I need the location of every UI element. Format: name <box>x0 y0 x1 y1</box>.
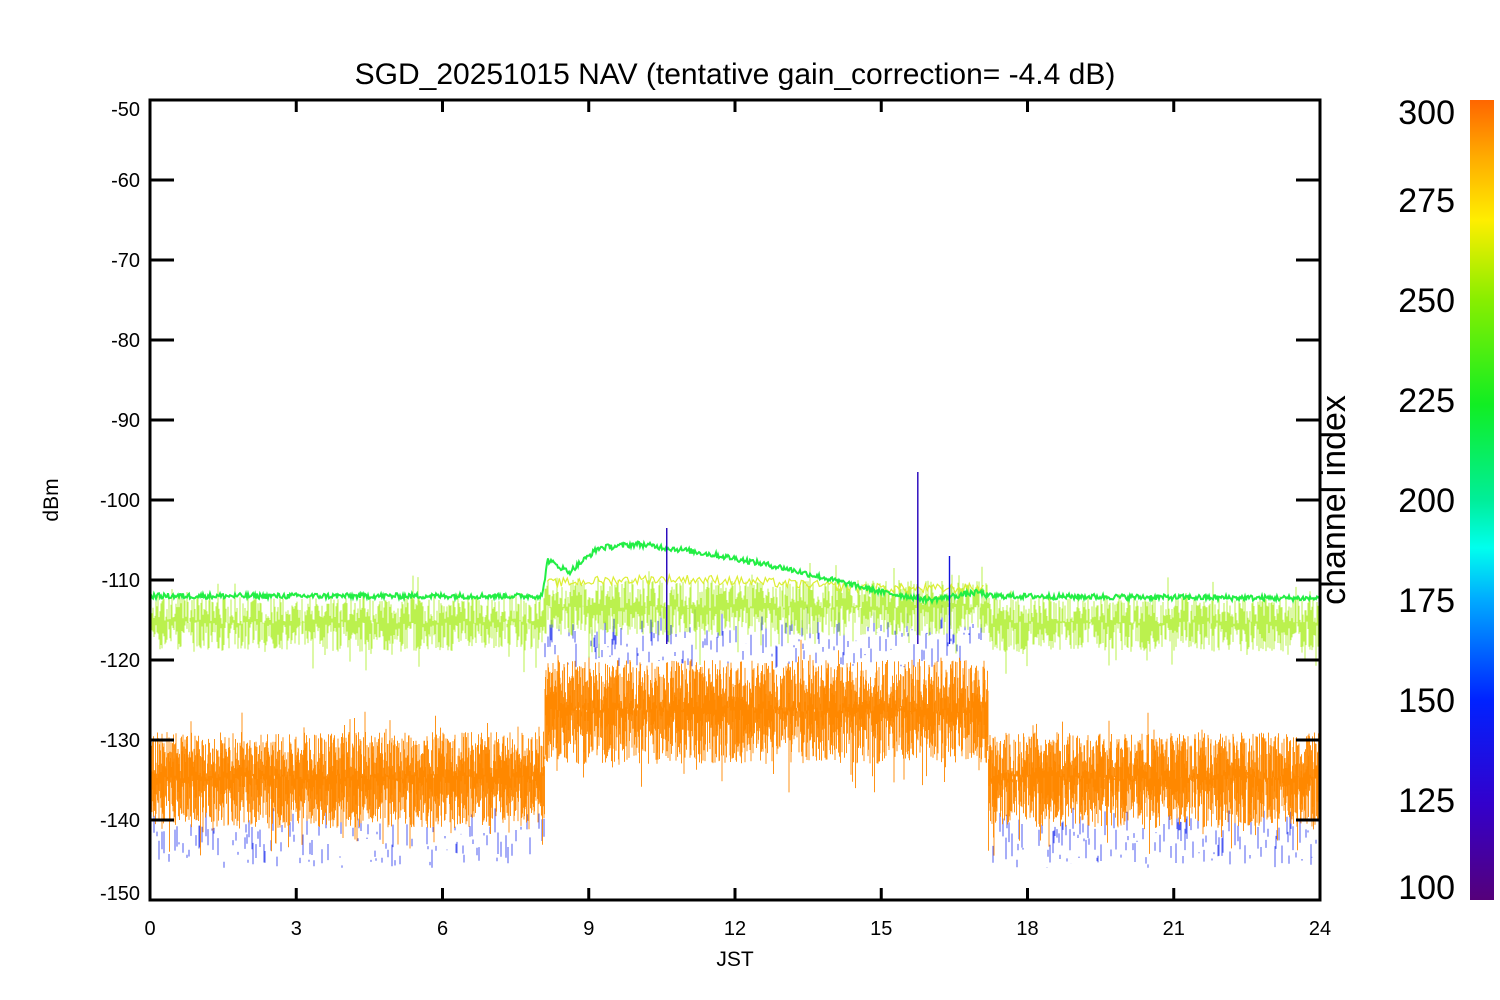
x-tick-label: 24 <box>1309 918 1331 940</box>
colorbar-tick-label: 300 <box>1398 94 1455 132</box>
colorbar-tick-label: 125 <box>1398 782 1455 820</box>
y-tick-label: -80 <box>111 330 140 352</box>
colorbar-label: channel index <box>1315 395 1353 605</box>
y-tick-label: -90 <box>111 410 140 432</box>
y-tick-label: -150 <box>100 883 140 905</box>
x-tick-label: 15 <box>870 918 892 940</box>
y-tick-label: -120 <box>100 650 140 672</box>
x-tick-label: 0 <box>144 918 155 940</box>
series-orange-band <box>150 639 1320 856</box>
x-tick-label: 12 <box>724 918 746 940</box>
colorbar-tick-label: 175 <box>1398 582 1455 620</box>
x-tick-label: 21 <box>1163 918 1185 940</box>
colorbar <box>1470 100 1494 900</box>
colorbar-tick-label: 250 <box>1398 282 1455 320</box>
y-tick-label: -60 <box>111 170 140 192</box>
y-tick-label: -130 <box>100 730 140 752</box>
y-tick-label: -110 <box>101 570 140 592</box>
plot-area <box>150 472 1320 868</box>
y-tick-label: -100 <box>100 490 140 512</box>
y-tick-label: -70 <box>111 250 140 272</box>
chart-title: SGD_20251015 NAV (tentative gain_correct… <box>355 58 1116 91</box>
colorbar-tick-label: 225 <box>1398 382 1455 420</box>
y-tick-label: -140 <box>100 810 140 832</box>
colorbar-tick-label: 150 <box>1398 682 1455 720</box>
series-yellowgreen-band <box>150 563 1320 674</box>
series-yellowgreen-band-noise <box>150 563 1320 674</box>
series-orange-band-noise <box>150 639 1320 856</box>
colorbar-tick-label: 275 <box>1398 182 1455 220</box>
colorbar-ticks: 300 275 250 225 200 175 150 125 100 <box>1398 94 1455 907</box>
series-green-trace <box>150 539 1320 606</box>
x-tick-label: 9 <box>583 918 594 940</box>
y-axis-label: dBm <box>40 478 63 521</box>
x-axis: 0 3 6 9 12 15 18 21 24 <box>144 100 1331 940</box>
x-tick-label: 3 <box>291 918 302 940</box>
y-axis: -50 -60 -70 -80 -90 -100 -110 -120 -130 -140 -150 <box>100 98 1320 905</box>
colorbar-tick-label: 100 <box>1398 869 1455 907</box>
x-axis-label: JST <box>716 948 754 971</box>
y-tick-label: -50 <box>111 99 140 121</box>
colorbar-tick-label: 200 <box>1398 482 1455 520</box>
x-tick-label: 6 <box>437 918 448 940</box>
x-tick-label: 18 <box>1016 918 1038 940</box>
series-yellow-day-trace <box>546 572 984 595</box>
